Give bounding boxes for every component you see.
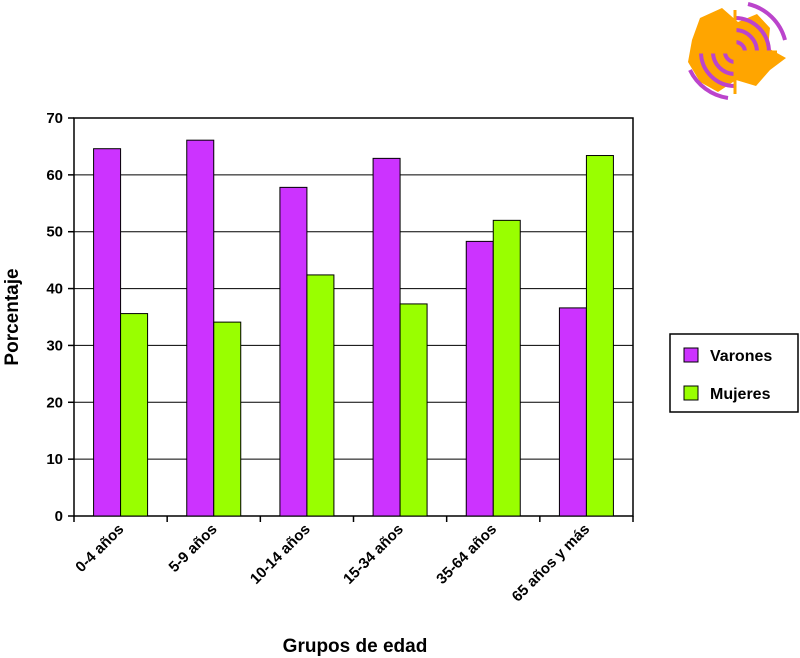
- plot-area: [73, 117, 634, 517]
- y-axis-title: Porcentaje: [2, 268, 23, 365]
- bar-mujeres-2: [306, 274, 335, 517]
- bar-varones-0: [93, 148, 122, 517]
- bar-varones-1: [186, 139, 215, 517]
- y-tick-label: 50: [46, 224, 63, 241]
- logo-icon: [688, 2, 787, 100]
- y-tick-label: 70: [46, 110, 63, 127]
- legend-swatch-varones: [683, 347, 699, 363]
- x-tick-label: 5-9 años: [166, 521, 221, 576]
- x-axis: 0-4 años 5-9 años 10-14 años 15-34 años 35-6…: [72, 516, 634, 606]
- bar-mujeres-3: [399, 303, 428, 517]
- plot-frame: [73, 117, 634, 517]
- bar-varones-2: [279, 186, 308, 517]
- legend-swatch-mujeres: [683, 385, 699, 401]
- x-axis-title: Grupos de edad: [283, 636, 428, 657]
- x-tick-label: 10-14 años: [247, 521, 314, 588]
- bar-mujeres-5: [585, 155, 614, 517]
- bar-varones-5: [558, 307, 587, 517]
- bar-mujeres-0: [120, 313, 149, 517]
- x-tick-label: 65 años y más: [509, 521, 594, 606]
- x-tick-label: 0-4 años: [72, 521, 127, 576]
- bar-varones-3: [372, 157, 401, 517]
- y-tick-label: 10: [46, 451, 63, 468]
- legend: Varones Mujeres: [669, 333, 799, 413]
- legend-label-varones: Varones: [710, 348, 772, 365]
- bars: [93, 139, 614, 517]
- y-tick-label: 0: [55, 508, 63, 525]
- y-tick-label: 60: [46, 167, 63, 184]
- bar-mujeres-1: [213, 321, 242, 517]
- bar-varones-4: [465, 240, 494, 517]
- y-axis: 0 10 20 30 40 50 60 70: [46, 110, 74, 525]
- x-tick-label: 15-34 años: [340, 521, 407, 588]
- y-tick-label: 30: [46, 337, 63, 354]
- x-tick-label: 35-64 años: [433, 521, 500, 588]
- y-tick-label: 20: [46, 394, 63, 411]
- bar-mujeres-4: [492, 219, 521, 517]
- legend-label-mujeres: Mujeres: [710, 386, 771, 403]
- y-tick-label: 40: [46, 281, 63, 298]
